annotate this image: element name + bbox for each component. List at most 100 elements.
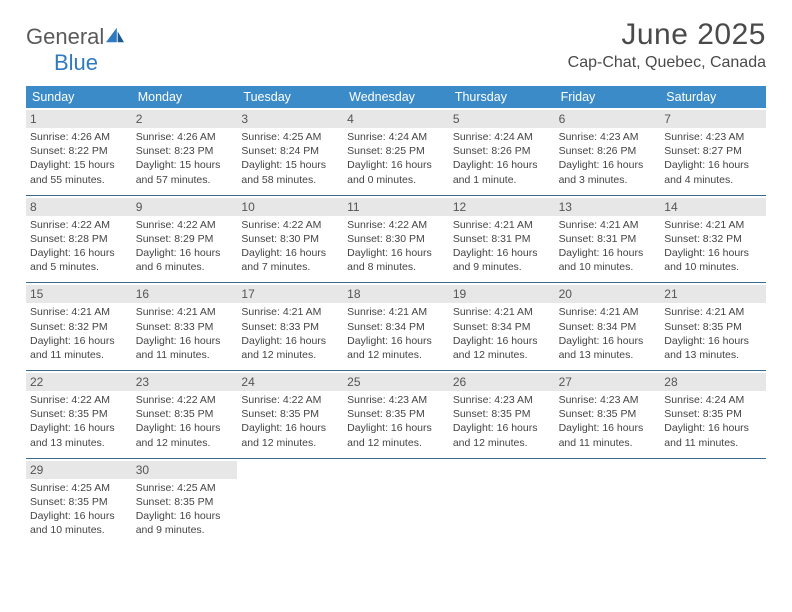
day-info-line: Sunset: 8:35 PM [30, 407, 128, 421]
day-info: Sunrise: 4:26 AMSunset: 8:22 PMDaylight:… [30, 130, 128, 187]
day-info-line: Sunrise: 4:21 AM [664, 305, 762, 319]
day-info-line: Daylight: 16 hours and 13 minutes. [559, 334, 657, 362]
day-cell: 9Sunrise: 4:22 AMSunset: 8:29 PMDaylight… [132, 196, 238, 283]
day-cell: 25Sunrise: 4:23 AMSunset: 8:35 PMDayligh… [343, 371, 449, 458]
day-number: 16 [132, 285, 238, 303]
day-info: Sunrise: 4:24 AMSunset: 8:35 PMDaylight:… [664, 393, 762, 450]
day-cell: 18 Sunrise: 4:21 AMSunset: 8:34 PMDayligh… [343, 283, 449, 370]
day-info-line: Sunset: 8:35 PM [453, 407, 551, 421]
day-cell: 20Sunrise: 4:21 AMSunset: 8:34 PMDayligh… [555, 283, 661, 370]
day-info-line: Daylight: 16 hours and 8 minutes. [347, 246, 445, 274]
day-info: Sunrise: 4:21 AMSunset: 8:33 PMDaylight:… [136, 305, 234, 362]
day-number: 5 [449, 110, 555, 128]
day-info: Sunrise: 4:22 AMSunset: 8:35 PMDaylight:… [30, 393, 128, 450]
day-number: 29 [26, 461, 132, 479]
day-info-line: Sunrise: 4:23 AM [453, 393, 551, 407]
day-info-line: Sunrise: 4:22 AM [30, 393, 128, 407]
day-info-line: Daylight: 15 hours and 58 minutes. [241, 158, 339, 186]
week-row: 29Sunrise: 4:25 AMSunset: 8:35 PMDayligh… [26, 459, 766, 546]
day-info-line: Daylight: 15 hours and 55 minutes. [30, 158, 128, 186]
day-info-line: Sunset: 8:32 PM [664, 232, 762, 246]
day-info-line: Sunset: 8:26 PM [453, 144, 551, 158]
day-number: 24 [237, 373, 343, 391]
day-info-line: Sunset: 8:23 PM [136, 144, 234, 158]
day-info-line: Sunrise: 4:21 AM [30, 305, 128, 319]
day-info-line: Daylight: 16 hours and 5 minutes. [30, 246, 128, 274]
day-info-line: Sunset: 8:27 PM [664, 144, 762, 158]
day-info-line: Daylight: 16 hours and 0 minutes. [347, 158, 445, 186]
day-info-line: Daylight: 16 hours and 12 minutes. [347, 334, 445, 362]
day-cell: 15Sunrise: 4:21 AMSunset: 8:32 PMDayligh… [26, 283, 132, 370]
day-info: Sunrise: 4:21 AMSunset: 8:33 PMDaylight:… [241, 305, 339, 362]
day-info: Sunrise: 4:22 AMSunset: 8:29 PMDaylight:… [136, 218, 234, 275]
empty-cell [343, 459, 449, 546]
day-info-line: Sunset: 8:25 PM [347, 144, 445, 158]
day-info-line: Sunset: 8:24 PM [241, 144, 339, 158]
day-cell: 5 Sunrise: 4:24 AMSunset: 8:26 PMDaylight… [449, 108, 555, 195]
day-info-line: Daylight: 16 hours and 9 minutes. [453, 246, 551, 274]
day-info-line: Daylight: 16 hours and 10 minutes. [30, 509, 128, 537]
day-info-line: Sunset: 8:33 PM [241, 320, 339, 334]
day-info-line: Sunset: 8:31 PM [559, 232, 657, 246]
day-cell: 26Sunrise: 4:23 AMSunset: 8:35 PMDayligh… [449, 371, 555, 458]
day-info-line: Sunrise: 4:21 AM [347, 305, 445, 319]
day-info-line: Sunrise: 4:22 AM [136, 393, 234, 407]
day-cell: 11 Sunrise: 4:22 AMSunset: 8:30 PMDayligh… [343, 196, 449, 283]
day-info-line: Sunrise: 4:21 AM [664, 218, 762, 232]
day-info-line: Daylight: 16 hours and 11 minutes. [664, 421, 762, 449]
day-cell: 4Sunrise: 4:24 AMSunset: 8:25 PMDaylight… [343, 108, 449, 195]
day-info-line: Sunrise: 4:23 AM [559, 393, 657, 407]
day-info-line: Sunrise: 4:22 AM [241, 393, 339, 407]
day-info-line: Daylight: 16 hours and 13 minutes. [664, 334, 762, 362]
day-info: Sunrise: 4:24 AMSunset: 8:26 PMDaylight:… [453, 130, 551, 187]
day-info-line: Sunset: 8:35 PM [347, 407, 445, 421]
day-info: Sunrise: 4:23 AMSunset: 8:35 PMDaylight:… [347, 393, 445, 450]
day-info-line: Sunset: 8:30 PM [347, 232, 445, 246]
day-number: 11 [343, 198, 449, 216]
day-cell: 14 Sunrise: 4:21 AMSunset: 8:32 PMDayligh… [660, 196, 766, 283]
day-cell: 23Sunrise: 4:22 AMSunset: 8:35 PMDayligh… [132, 371, 238, 458]
day-info-line: Daylight: 16 hours and 10 minutes. [664, 246, 762, 274]
day-info-line: Sunset: 8:29 PM [136, 232, 234, 246]
day-info-line: Sunrise: 4:22 AM [136, 218, 234, 232]
day-info-line: Sunrise: 4:26 AM [30, 130, 128, 144]
logo-blue: Blue [54, 50, 98, 75]
day-info-line: Sunrise: 4:24 AM [453, 130, 551, 144]
day-info: Sunrise: 4:21 AMSunset: 8:34 PMDaylight:… [453, 305, 551, 362]
day-info: Sunrise: 4:21 AMSunset: 8:31 PMDaylight:… [453, 218, 551, 275]
header: General Blue June 2025 Cap-Chat, Quebec,… [26, 18, 766, 76]
day-number: 18 [343, 285, 449, 303]
day-info: Sunrise: 4:21 AMSunset: 8:34 PMDaylight:… [347, 305, 445, 362]
day-number: 14 [660, 198, 766, 216]
day-info: Sunrise: 4:25 AMSunset: 8:35 PMDaylight:… [136, 481, 234, 538]
day-cell: 3Sunrise: 4:25 AMSunset: 8:24 PMDaylight… [237, 108, 343, 195]
logo-general: General [26, 24, 104, 49]
day-info-line: Sunset: 8:35 PM [664, 407, 762, 421]
day-info-line: Daylight: 16 hours and 12 minutes. [347, 421, 445, 449]
day-info-line: Daylight: 16 hours and 12 minutes. [241, 334, 339, 362]
day-number: 22 [26, 373, 132, 391]
day-info-line: Daylight: 16 hours and 10 minutes. [559, 246, 657, 274]
day-info-line: Sunset: 8:35 PM [136, 495, 234, 509]
day-number: 8 [26, 198, 132, 216]
day-info: Sunrise: 4:23 AMSunset: 8:35 PMDaylight:… [453, 393, 551, 450]
day-info-line: Sunset: 8:35 PM [664, 320, 762, 334]
day-info-line: Sunrise: 4:23 AM [664, 130, 762, 144]
day-cell: 16 Sunrise: 4:21 AMSunset: 8:33 PMDayligh… [132, 283, 238, 370]
weekday-row: SundayMondayTuesdayWednesdayThursdayFrid… [26, 86, 766, 108]
day-info: Sunrise: 4:25 AMSunset: 8:35 PMDaylight:… [30, 481, 128, 538]
day-number: 4 [343, 110, 449, 128]
day-info-line: Daylight: 16 hours and 12 minutes. [136, 421, 234, 449]
title-block: June 2025 Cap-Chat, Quebec, Canada [568, 18, 766, 72]
day-info-line: Daylight: 16 hours and 12 minutes. [241, 421, 339, 449]
day-number: 27 [555, 373, 661, 391]
day-info: Sunrise: 4:22 AMSunset: 8:35 PMDaylight:… [136, 393, 234, 450]
day-cell: 28Sunrise: 4:24 AMSunset: 8:35 PMDayligh… [660, 371, 766, 458]
day-info-line: Sunrise: 4:25 AM [30, 481, 128, 495]
day-info-line: Sunset: 8:35 PM [559, 407, 657, 421]
day-number: 30 [132, 461, 238, 479]
day-info-line: Daylight: 16 hours and 11 minutes. [30, 334, 128, 362]
day-info-line: Sunrise: 4:21 AM [559, 218, 657, 232]
day-info-line: Sunrise: 4:22 AM [347, 218, 445, 232]
day-info: Sunrise: 4:21 AMSunset: 8:34 PMDaylight:… [559, 305, 657, 362]
